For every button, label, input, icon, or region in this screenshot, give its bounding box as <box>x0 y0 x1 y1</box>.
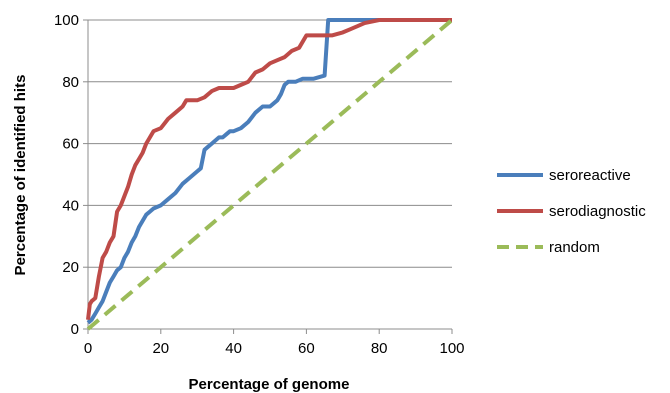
axes <box>83 19 453 334</box>
x-tick-label: 0 <box>84 340 92 357</box>
y-tick-label: 40 <box>62 197 79 214</box>
series-line-seroreactive <box>86 18 452 325</box>
y-tick-label: 0 <box>71 321 79 338</box>
legend-label-seroreactive: seroreactive <box>549 167 631 184</box>
tick-labels: 0 20 40 60 80 100 0 20 40 60 80 100 <box>54 12 465 357</box>
gridlines <box>88 19 452 268</box>
legend-label-random: random <box>549 239 600 256</box>
series-line-random <box>86 18 454 331</box>
x-tick-label: 80 <box>371 340 388 357</box>
x-tick-label: 100 <box>439 340 464 357</box>
y-tick-label: 20 <box>62 259 79 276</box>
y-tick-label: 60 <box>62 136 79 153</box>
legend: seroreactive serodiagnostic random <box>497 167 646 256</box>
series-lines <box>86 18 454 331</box>
x-tick-label: 20 <box>152 340 169 357</box>
x-tick-label: 60 <box>298 340 315 357</box>
x-axis-title: Percentage of genome <box>189 376 350 393</box>
legend-label-serodiagnostic: serodiagnostic <box>549 203 646 220</box>
x-tick-label: 40 <box>225 340 242 357</box>
y-tick-label: 100 <box>54 12 79 29</box>
y-axis-title: Percentage of identified hits <box>12 75 29 276</box>
y-tick-label: 80 <box>62 74 79 91</box>
series-line-serodiagnostic <box>86 18 452 320</box>
